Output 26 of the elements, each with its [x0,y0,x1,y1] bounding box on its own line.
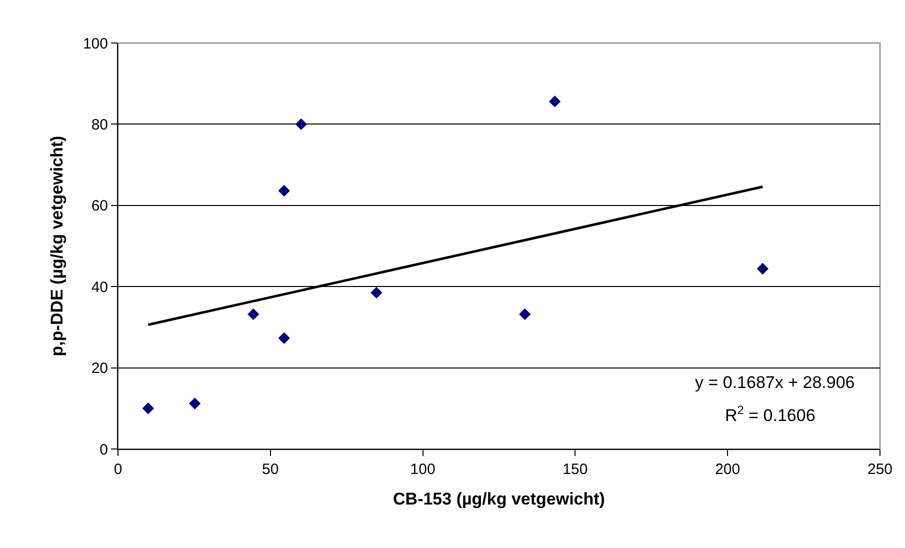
annotation: y = 0.1687x + 28.906 [695,373,855,392]
point [548,96,561,108]
y-tick-label: 60 [91,198,108,215]
annotation: R$^{2}$ = 0.1606 [725,403,816,426]
point [295,118,308,130]
x-tick-label: 250 [867,461,893,478]
point [370,286,382,299]
y-tick-label: 20 [91,360,108,378]
point [756,262,768,275]
y-axis-title: p,p-DDE (µg/kg vetgewicht) [48,136,67,356]
y-tick-label: 80 [91,116,108,134]
x-tick-label: 50 [262,461,279,478]
x-tick-label: 0 [114,461,122,478]
point [278,184,290,197]
point [142,402,154,414]
x-axis-title: CB-153 (µg/kg vetgewicht) [393,489,605,508]
y-tick-label: 0 [100,441,108,458]
x-tick-label: 100 [410,461,436,478]
point [247,308,260,320]
y-tick-label: 100 [82,35,108,52]
point [278,332,290,344]
x-tick-label: 200 [715,461,740,478]
x-tick-label: 150 [562,461,588,478]
y-tick-label: 40 [91,278,108,296]
point [188,398,201,410]
point [519,308,531,320]
